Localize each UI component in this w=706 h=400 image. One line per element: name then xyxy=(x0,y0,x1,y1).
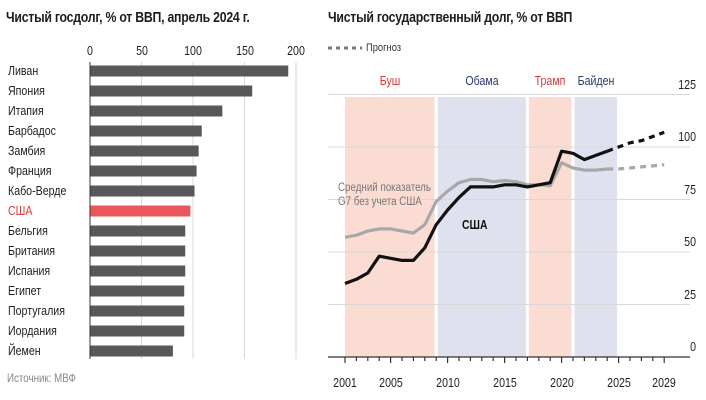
bar-category-label: Кабо-Верде xyxy=(8,184,67,198)
bar-category-label: Ливан xyxy=(8,64,39,78)
bar-x-tick-label: 100 xyxy=(184,44,202,58)
bar xyxy=(90,265,186,277)
line-y-tick-label: 125 xyxy=(678,77,696,92)
line-y-tick-label: 75 xyxy=(684,182,696,197)
bar xyxy=(90,345,173,357)
bar xyxy=(90,225,186,237)
bar-category-label: Бельгия xyxy=(8,224,48,238)
period-label: Буш xyxy=(379,74,401,88)
bar-highlight xyxy=(90,205,191,217)
bar xyxy=(90,245,186,257)
period-label: Обама xyxy=(465,74,499,88)
bar xyxy=(90,145,199,157)
bar xyxy=(90,185,195,197)
bar-x-tick-label: 50 xyxy=(135,44,148,58)
line-y-tick-label: 0 xyxy=(690,340,696,354)
period-band xyxy=(437,97,526,357)
line-x-tick-label: 2025 xyxy=(606,376,631,390)
line-y-tick-label: 50 xyxy=(684,235,696,249)
bar-category-label: Замбия xyxy=(8,144,46,158)
bar-category-label: Испания xyxy=(8,264,51,278)
line-x-tick-label: 2015 xyxy=(492,376,517,390)
period-label: Трамп xyxy=(534,74,566,88)
bar xyxy=(90,285,185,297)
line-y-tick-label: 100 xyxy=(678,130,696,144)
bar-category-label: США xyxy=(8,204,33,218)
g7-label-line-2: G7 без учета США xyxy=(338,196,422,208)
bar-category-label: Франция xyxy=(8,164,52,178)
g7-line-forecast xyxy=(607,163,665,171)
bar-category-label: Египет xyxy=(8,284,42,298)
line-x-tick-label: 2029 xyxy=(652,376,677,390)
line-x-tick-label: 2005 xyxy=(378,376,403,390)
bar-category-label: Япония xyxy=(8,84,45,98)
bar xyxy=(90,65,289,77)
period-band xyxy=(574,97,618,357)
bar-category-label: Йемен xyxy=(8,344,41,358)
bar xyxy=(90,105,223,117)
legend: Прогноз xyxy=(328,42,407,54)
bar-category-label: Барбадос xyxy=(8,124,56,138)
right-chart-title: Чистый государственный долг, % от ВВП xyxy=(328,9,573,26)
us-line xyxy=(344,149,608,286)
left-chart-title: Чистый госдолг, % от ВВП, апрель 2024 г. xyxy=(6,9,250,26)
g7-line xyxy=(344,161,608,239)
line-x-tick-label: 2010 xyxy=(435,376,460,390)
line-x-tick-label: 2020 xyxy=(549,376,574,390)
bar xyxy=(90,325,185,337)
bar-category-label: Иордания xyxy=(8,324,57,338)
bar xyxy=(90,165,197,177)
line-x-tick-label: 2001 xyxy=(333,376,357,390)
legend-dash-icon xyxy=(328,46,362,50)
period-band xyxy=(528,97,572,357)
bar-x-tick-label: 0 xyxy=(87,44,93,58)
source-note: Источник: МВФ xyxy=(7,373,76,385)
bar xyxy=(90,125,202,137)
bar xyxy=(90,85,253,97)
bar xyxy=(90,305,185,317)
legend-forecast-label: Прогноз xyxy=(366,42,402,54)
g7-label-line-1: Средний показатель xyxy=(338,182,431,194)
line-y-tick-label: 25 xyxy=(684,287,696,302)
bar-category-label: Португалия xyxy=(8,304,65,318)
us-series-label: США xyxy=(462,217,488,232)
bar-category-label: Британия xyxy=(8,244,56,258)
period-label: Байден xyxy=(577,74,615,88)
bar-category-label: Итапия xyxy=(8,104,44,118)
bar-x-tick-label: 150 xyxy=(235,44,254,58)
bar-x-tick-label: 200 xyxy=(287,44,305,58)
g7-series-label: Средний показатель G7 без учета США xyxy=(338,181,431,209)
